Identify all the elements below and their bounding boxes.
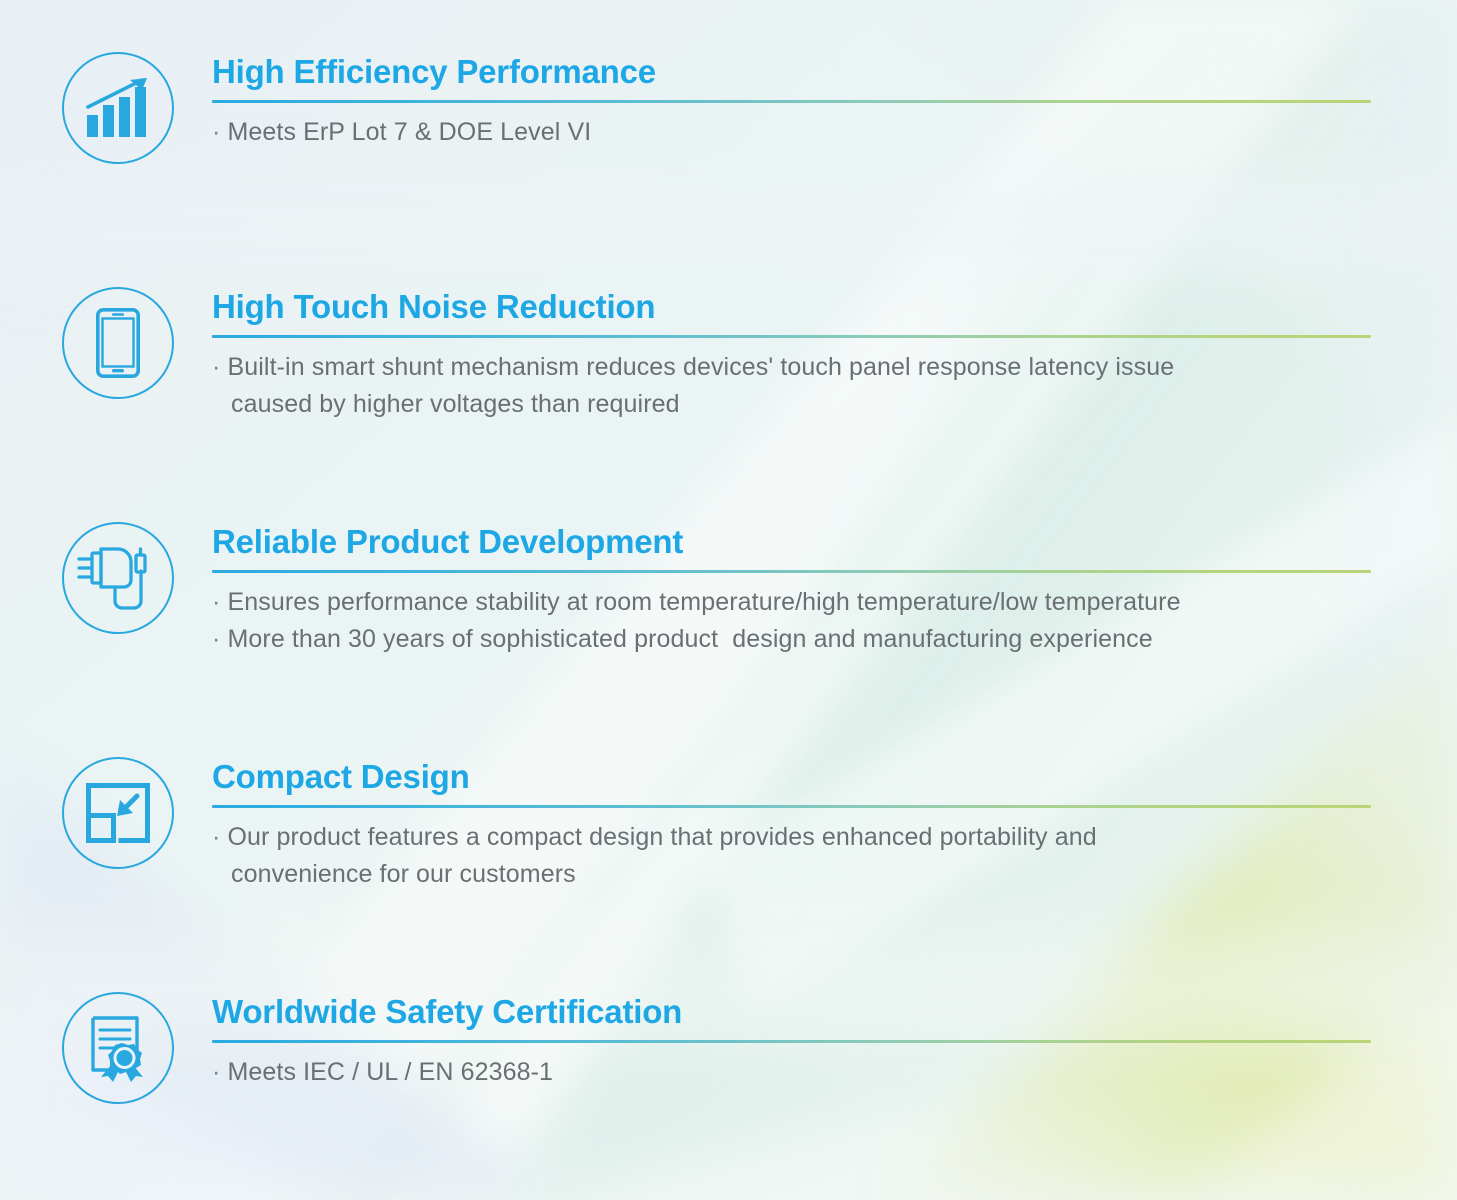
feature-bullet-continuation: convenience for our customers bbox=[212, 856, 1371, 893]
feature-bullet-text: Meets IEC / UL / EN 62368-1 bbox=[227, 1057, 554, 1086]
feature-item-high-efficiency-performance: High Efficiency Performance · Meets ErP … bbox=[0, 52, 1457, 164]
feature-title: Worldwide Safety Certification bbox=[212, 993, 683, 1030]
certificate-ribbon-icon bbox=[62, 992, 174, 1104]
smartphone-icon bbox=[62, 287, 174, 399]
feature-icon-wrap bbox=[55, 522, 181, 634]
feature-item-high-touch-noise-reduction: High Touch Noise Reduction · Built-in sm… bbox=[0, 287, 1457, 423]
feature-bullet-text: Meets ErP Lot 7 & DOE Level VI bbox=[227, 117, 592, 146]
bullet-glyph: · bbox=[212, 352, 221, 381]
bullet-glyph: · bbox=[212, 1057, 221, 1086]
feature-bullet-text: Built-in smart shunt mechanism reduces d… bbox=[227, 352, 1175, 381]
feature-divider bbox=[212, 569, 1371, 573]
feature-bullet-line: · Ensures performance stability at room … bbox=[212, 584, 1371, 621]
feature-divider bbox=[212, 1039, 1371, 1043]
feature-bullet-text: Our product features a compact design th… bbox=[227, 822, 1097, 851]
feature-divider bbox=[212, 804, 1371, 808]
feature-body: High Efficiency Performance · Meets ErP … bbox=[212, 52, 1371, 151]
feature-body: Worldwide Safety Certification · Meets I… bbox=[212, 992, 1371, 1091]
feature-bullet-line: · Built-in smart shunt mechanism reduces… bbox=[212, 349, 1371, 386]
bullet-glyph: · bbox=[212, 587, 221, 616]
feature-title: Compact Design bbox=[212, 758, 470, 795]
feature-bullets: · Built-in smart shunt mechanism reduces… bbox=[212, 349, 1371, 423]
compress-resize-icon bbox=[62, 757, 174, 869]
feature-title: Reliable Product Development bbox=[212, 523, 684, 560]
feature-bullet-text: caused by higher voltages than required bbox=[231, 389, 680, 418]
feature-bullets: · Our product features a compact design … bbox=[212, 819, 1371, 893]
feature-bullet-text: More than 30 years of sophisticated prod… bbox=[227, 624, 1153, 653]
feature-item-reliable-product-development: Reliable Product Development · Ensures p… bbox=[0, 522, 1457, 658]
feature-bullet-line: · Meets ErP Lot 7 & DOE Level VI bbox=[212, 114, 1371, 151]
feature-bullets: · Ensures performance stability at room … bbox=[212, 584, 1371, 658]
feature-body: Reliable Product Development · Ensures p… bbox=[212, 522, 1371, 658]
bullet-glyph: · bbox=[212, 624, 221, 653]
feature-item-compact-design: Compact Design · Our product features a … bbox=[0, 757, 1457, 893]
feature-title: High Efficiency Performance bbox=[212, 53, 656, 90]
feature-icon-wrap bbox=[55, 992, 181, 1104]
feature-icon-wrap bbox=[55, 287, 181, 399]
bullet-glyph: · bbox=[212, 117, 221, 146]
feature-bullets: · Meets ErP Lot 7 & DOE Level VI bbox=[212, 114, 1371, 151]
feature-icon-wrap bbox=[55, 52, 181, 164]
feature-divider bbox=[212, 334, 1371, 338]
feature-icon-wrap bbox=[55, 757, 181, 869]
feature-title: High Touch Noise Reduction bbox=[212, 288, 656, 325]
feature-bullet-text: Ensures performance stability at room te… bbox=[227, 587, 1181, 616]
feature-bullet-line: · Meets IEC / UL / EN 62368-1 bbox=[212, 1054, 1371, 1091]
feature-bullet-line: · More than 30 years of sophisticated pr… bbox=[212, 621, 1371, 658]
bar-chart-growth-icon bbox=[62, 52, 174, 164]
feature-bullet-line: · Our product features a compact design … bbox=[212, 819, 1371, 856]
feature-bullet-text: convenience for our customers bbox=[231, 859, 576, 888]
feature-bullets: · Meets IEC / UL / EN 62368-1 bbox=[212, 1054, 1371, 1091]
feature-item-worldwide-safety-certification: Worldwide Safety Certification · Meets I… bbox=[0, 992, 1457, 1104]
power-adapter-icon bbox=[62, 522, 174, 634]
feature-body: Compact Design · Our product features a … bbox=[212, 757, 1371, 893]
feature-bullet-continuation: caused by higher voltages than required bbox=[212, 386, 1371, 423]
feature-body: High Touch Noise Reduction · Built-in sm… bbox=[212, 287, 1371, 423]
feature-divider bbox=[212, 99, 1371, 103]
bullet-glyph: · bbox=[212, 822, 221, 851]
